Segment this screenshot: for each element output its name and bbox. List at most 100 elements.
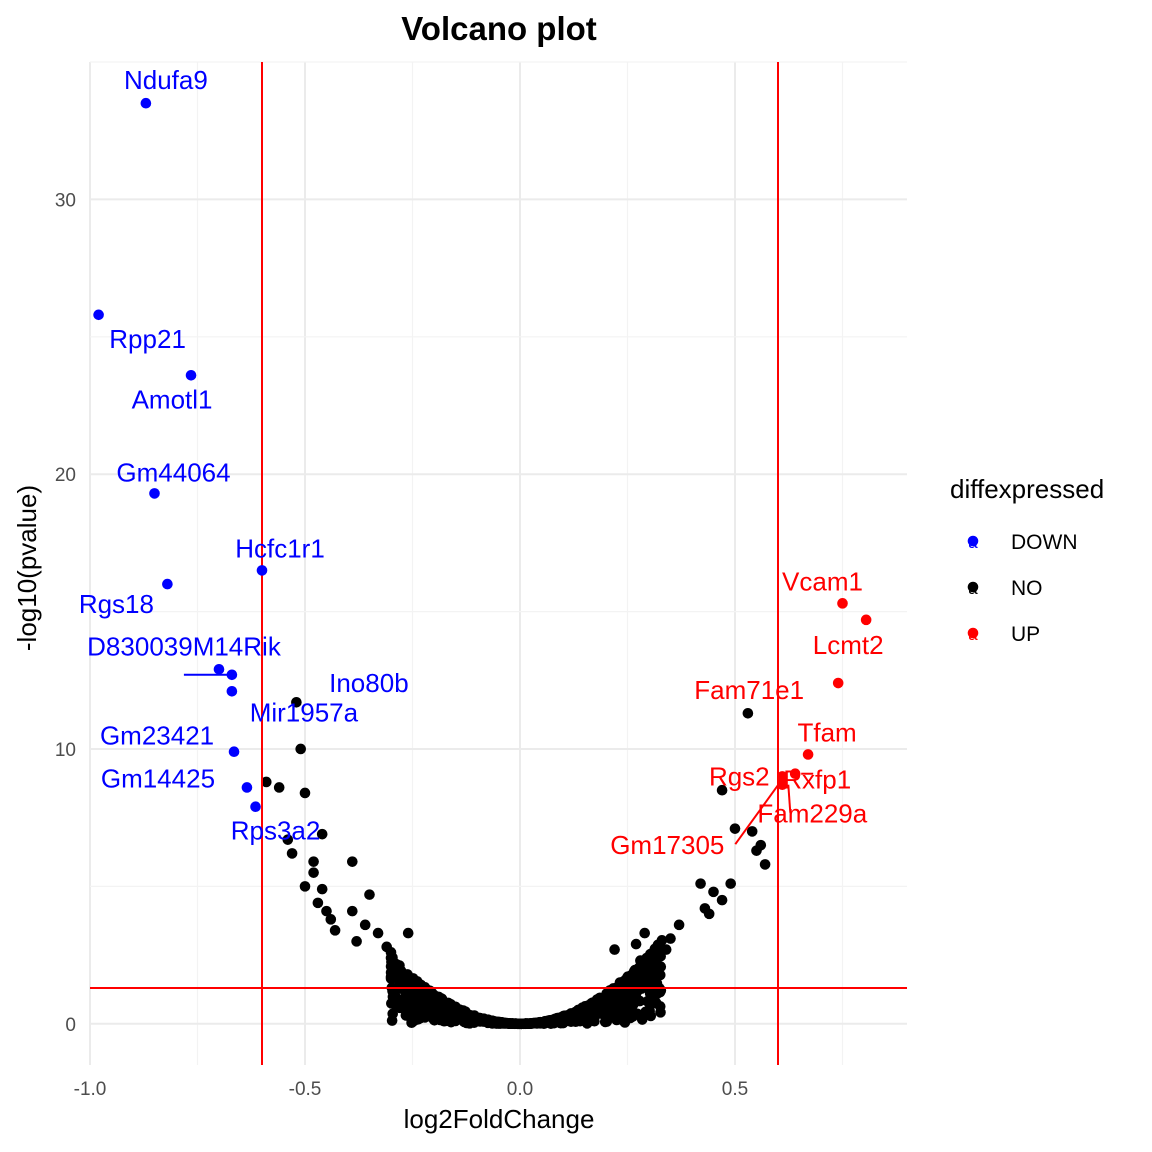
gene-label: Hcfc1r1 xyxy=(235,533,325,563)
gene-label: Fam229a xyxy=(757,799,867,829)
point-up xyxy=(860,614,872,626)
gene-label: Gm44064 xyxy=(116,457,230,487)
gene-label: Rgs18 xyxy=(79,589,154,619)
y-tick-label: 0 xyxy=(65,1015,76,1036)
point-no xyxy=(660,944,672,955)
point-down xyxy=(93,309,104,321)
y-axis-ticks: 0 10 20 30 xyxy=(55,190,76,1035)
point-no xyxy=(299,787,311,799)
point-no xyxy=(586,1013,598,1025)
point-down xyxy=(185,369,197,381)
point-no xyxy=(444,1003,456,1015)
point-no xyxy=(648,947,659,958)
point-no xyxy=(655,1007,666,1018)
point-down xyxy=(226,685,238,697)
point-no xyxy=(589,999,601,1011)
point-no xyxy=(643,1008,655,1020)
point-no xyxy=(261,776,272,788)
point-no xyxy=(291,696,302,708)
gene-label: Rps3a2 xyxy=(231,816,321,846)
gene-label: Tfam xyxy=(797,717,856,747)
point-no xyxy=(273,782,285,793)
gene-label: Lcmt2 xyxy=(813,630,884,660)
point-no xyxy=(394,973,406,985)
point-no xyxy=(359,919,371,931)
point-up xyxy=(777,773,788,785)
point-no xyxy=(295,743,307,755)
point-no xyxy=(308,856,319,867)
point-no xyxy=(703,908,715,920)
point-no xyxy=(387,1008,399,1020)
label-connectors xyxy=(183,673,814,845)
point-no xyxy=(429,1000,441,1012)
label-connector xyxy=(787,784,792,813)
point-no xyxy=(282,834,294,845)
gene-label: Rpp21 xyxy=(109,324,186,354)
point-down xyxy=(226,669,238,681)
point-no xyxy=(415,1012,426,1024)
point-no xyxy=(316,828,328,840)
point-no xyxy=(351,936,362,947)
point-up xyxy=(789,768,801,780)
point-no xyxy=(429,1015,440,1026)
point-no xyxy=(454,1008,465,1019)
point-down xyxy=(250,801,261,812)
x-tick-label: 0.0 xyxy=(507,1079,533,1100)
point-no xyxy=(286,848,298,859)
point-no xyxy=(606,995,618,1006)
point-no xyxy=(527,1017,539,1029)
point-no xyxy=(535,1018,546,1029)
point-no xyxy=(742,707,754,719)
point-down xyxy=(149,488,160,499)
grid-lines xyxy=(89,61,907,1065)
point-no xyxy=(316,883,328,895)
point-no xyxy=(347,856,358,867)
point-no xyxy=(329,925,341,936)
point-no xyxy=(627,987,639,999)
point-no xyxy=(630,938,642,950)
gene-label: D830039M14Rik xyxy=(87,631,282,661)
gene-label: Rxfp1 xyxy=(783,765,851,795)
legend-key-point xyxy=(967,627,979,639)
point-no xyxy=(579,1001,591,1012)
point-no xyxy=(385,967,397,978)
label-connector xyxy=(734,778,784,845)
gene-label: Gm17305 xyxy=(610,830,724,860)
point-down xyxy=(241,782,253,793)
gene-label: Gm14425 xyxy=(101,763,215,793)
point-no xyxy=(708,886,719,898)
point-no xyxy=(559,1010,571,1021)
x-tick-label: -0.5 xyxy=(289,1079,322,1100)
point-no xyxy=(570,1007,581,1019)
point-no xyxy=(639,927,650,939)
point-no xyxy=(609,944,620,955)
point-no xyxy=(644,988,656,999)
point-no xyxy=(406,1015,418,1027)
gene-label: Mir1957a xyxy=(250,697,359,727)
gene-label: Ndufa9 xyxy=(124,65,208,95)
reference-lines xyxy=(90,62,907,1065)
point-down xyxy=(162,578,173,590)
point-no xyxy=(665,933,676,944)
point-down xyxy=(140,97,152,109)
point-no xyxy=(464,1018,475,1029)
point-no xyxy=(617,1010,629,1021)
point-down xyxy=(228,746,240,758)
point-no xyxy=(637,976,649,987)
gene-label: Fam71e1 xyxy=(694,675,804,705)
y-tick-label: 30 xyxy=(55,190,76,211)
legend-label: DOWN xyxy=(1011,531,1078,554)
point-no xyxy=(695,878,706,889)
y-tick-label: 10 xyxy=(55,740,76,761)
legend-key-point xyxy=(967,581,979,593)
point-no xyxy=(402,976,414,987)
point-no xyxy=(364,889,375,900)
point-no xyxy=(607,1002,619,1014)
point-no xyxy=(599,1016,611,1028)
point-no xyxy=(415,997,426,1009)
point-no xyxy=(299,881,311,892)
point-no xyxy=(759,859,771,870)
point-no xyxy=(551,1015,562,1027)
y-tick-label: 20 xyxy=(55,465,76,486)
point-no xyxy=(321,905,332,917)
